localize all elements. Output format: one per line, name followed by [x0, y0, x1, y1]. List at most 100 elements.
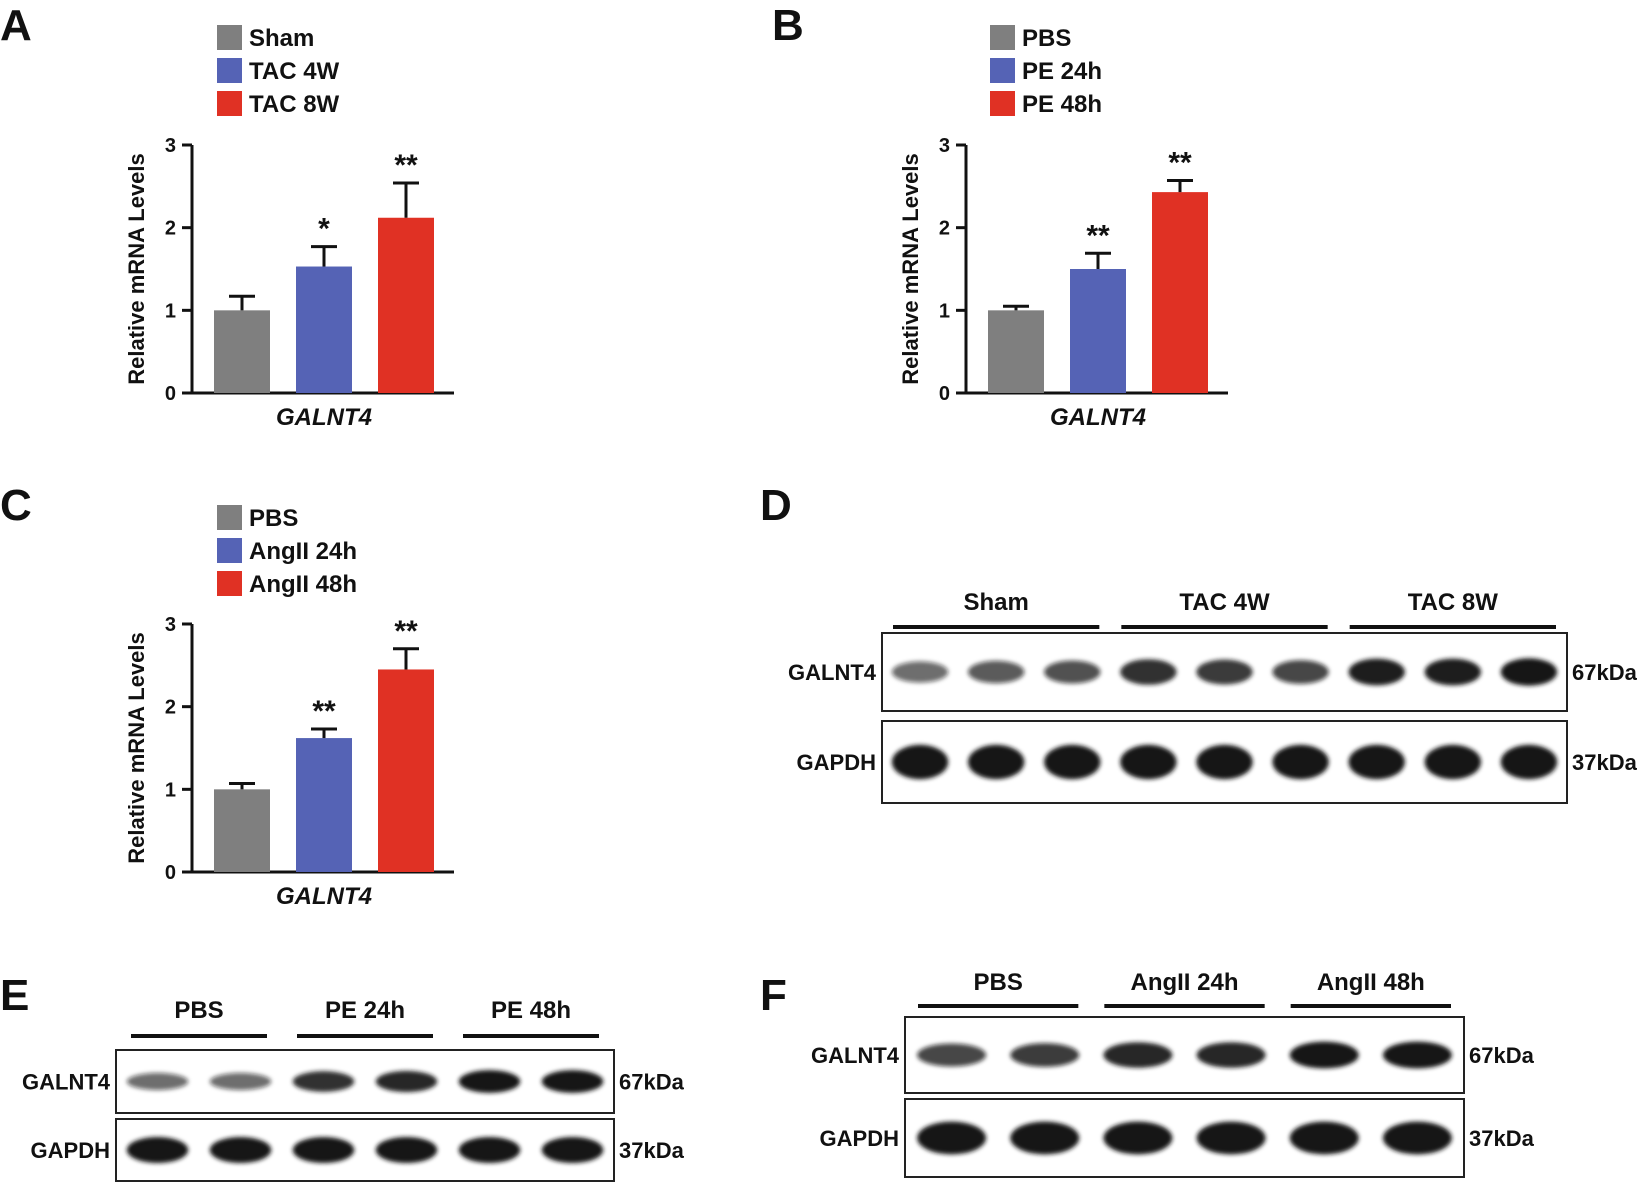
x-axis-label: GALNT4: [276, 404, 372, 431]
y-tick-label: 0: [165, 383, 176, 405]
blot-band: [1010, 1043, 1080, 1067]
blot-frame: [115, 1049, 615, 1114]
blot-band: [375, 1070, 438, 1093]
blot-band: [292, 1071, 355, 1092]
blot-band: [1196, 744, 1253, 780]
molecular-weight-label: 67kDa: [619, 1070, 685, 1095]
blot-band: [458, 1070, 521, 1093]
blot-band: [209, 1136, 272, 1164]
blot-band: [917, 1121, 987, 1155]
y-axis-label: Relative mRNA Levels: [898, 153, 923, 385]
blot-band: [968, 744, 1025, 780]
blot-band: [1424, 744, 1481, 780]
blot-band: [891, 661, 949, 683]
legend-swatch: [217, 538, 242, 563]
group-label: Sham: [963, 589, 1028, 616]
y-axis-label: Relative mRNA Levels: [124, 632, 149, 864]
legend-swatch: [217, 58, 242, 83]
blot-band: [1348, 658, 1405, 686]
group-label: PBS: [973, 969, 1022, 996]
blot-band: [1500, 658, 1558, 686]
molecular-weight-label: 67kDa: [1572, 660, 1638, 685]
blot-frame: [904, 1098, 1465, 1178]
y-tick-label: 2: [165, 218, 176, 240]
blot-band: [541, 1070, 604, 1093]
significance-label: **: [312, 695, 336, 728]
blot-band: [541, 1136, 604, 1164]
blot-band: [1044, 660, 1101, 684]
legend-entry: Sham: [249, 25, 314, 52]
blot-band: [1044, 744, 1101, 780]
legend-entry: AngII 24h: [249, 538, 357, 565]
molecular-weight-label: 37kDa: [1572, 750, 1638, 775]
blot-band: [458, 1136, 521, 1164]
blot-band: [1103, 1121, 1173, 1155]
legend-swatch: [990, 91, 1015, 116]
legend-entry: AngII 48h: [249, 571, 357, 598]
blot-row-label: GALNT4: [22, 1070, 111, 1095]
y-tick-label: 2: [165, 697, 176, 719]
blot-band: [1348, 744, 1405, 780]
significance-label: **: [1168, 147, 1192, 180]
blot-panel-d: D Sham TAC 4W TAC 8W GALNT4 67kDa GAPDH 37kDa: [760, 481, 1638, 804]
molecular-weight-label: 67kDa: [1469, 1043, 1535, 1068]
group-label: PE 24h: [325, 997, 405, 1024]
blot-row-label: GALNT4: [811, 1043, 900, 1068]
bar: [988, 310, 1044, 393]
blot-band: [968, 660, 1025, 684]
bar: [378, 217, 434, 393]
group-label: PBS: [174, 997, 223, 1024]
panel-label: C: [0, 481, 32, 530]
legend-swatch: [990, 58, 1015, 83]
blot-band: [1120, 744, 1177, 780]
western-blots: D Sham TAC 4W TAC 8W GALNT4 67kDa GAPDH 37kDa E P…: [0, 481, 1638, 1182]
blot-band: [1010, 1121, 1080, 1155]
bar: [214, 789, 270, 872]
y-tick-label: 1: [165, 300, 176, 322]
blot-band: [1196, 1121, 1266, 1155]
y-tick-label: 0: [939, 383, 950, 405]
panel-label: D: [760, 481, 792, 530]
blot-band: [1196, 1042, 1266, 1068]
blot-band: [1103, 1042, 1173, 1068]
y-tick-label: 2: [939, 218, 950, 240]
group-label: TAC 8W: [1408, 589, 1499, 616]
x-axis-label: GALNT4: [276, 883, 372, 910]
legend-entry: TAC 4W: [249, 58, 340, 85]
group-label: AngII 48h: [1317, 969, 1425, 996]
group-label: PE 48h: [491, 997, 571, 1024]
blot-row-label: GALNT4: [788, 660, 877, 685]
blot-row-label: GAPDH: [797, 750, 876, 775]
legend-swatch: [990, 25, 1015, 50]
panel-label: E: [0, 971, 29, 1020]
blot-band: [1382, 1121, 1452, 1155]
legend-entry: PBS: [249, 505, 298, 532]
chart-panel-a: A Sham TAC 4W TAC 8W 0 1 2 3 Relative mRNA Level…: [0, 1, 454, 431]
legend-entry: TAC 8W: [249, 91, 340, 118]
blot-panel-e: E PBS PE 24h PE 48h GALNT4 67kDa GAPDH 37kDa: [0, 971, 685, 1182]
y-axis-label: Relative mRNA Levels: [124, 153, 149, 385]
blot-band: [375, 1136, 438, 1164]
blot-frame: [115, 1118, 615, 1182]
y-tick-label: 3: [939, 135, 950, 157]
bar: [378, 669, 434, 872]
blot-band: [126, 1072, 189, 1091]
y-tick-label: 3: [165, 614, 176, 636]
blot-band: [1382, 1041, 1452, 1069]
y-tick-label: 0: [165, 862, 176, 884]
legend-swatch: [217, 571, 242, 596]
legend-swatch: [217, 505, 242, 530]
blot-band: [1120, 659, 1177, 685]
significance-label: **: [394, 615, 418, 648]
y-tick-label: 3: [165, 135, 176, 157]
chart-panel-c: C PBS AngII 24h AngII 48h 0 1 2 3 Relative mRNA …: [0, 481, 454, 910]
bar-charts: A Sham TAC 4W TAC 8W 0 1 2 3 Relative mRNA Level…: [0, 1, 1228, 910]
blot-band: [1289, 1121, 1359, 1155]
legend-entry: PE 48h: [1022, 91, 1102, 118]
panel-label: B: [772, 1, 804, 50]
blot-band: [209, 1072, 272, 1091]
blot-row-label: GAPDH: [31, 1138, 110, 1163]
group-label: AngII 24h: [1130, 969, 1238, 996]
molecular-weight-label: 37kDa: [1469, 1126, 1535, 1151]
